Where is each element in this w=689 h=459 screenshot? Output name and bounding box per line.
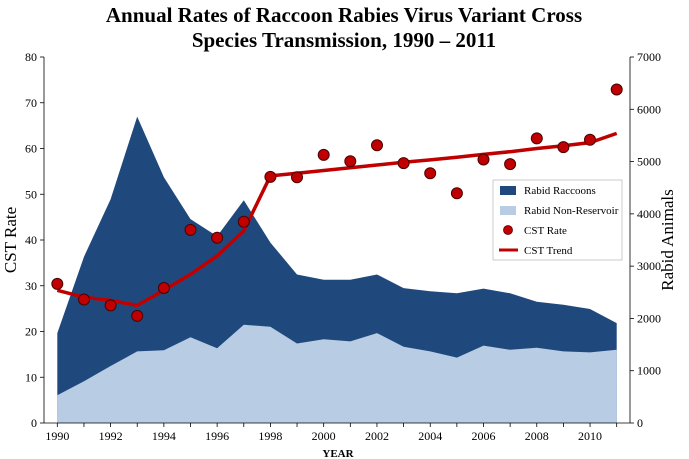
point-cst-rate-2001 [344, 155, 357, 168]
y-left-tick-label: 80 [25, 50, 37, 64]
y-axis-right-label: Rabid Animals [658, 189, 677, 291]
y-left-tick-label: 0 [31, 416, 37, 430]
y-left-tick-label: 10 [25, 370, 37, 384]
point-cst-rate-2008 [530, 132, 543, 145]
y-right-tick-label: 6000 [637, 102, 661, 116]
point-cst-rate-1995 [184, 223, 197, 236]
x-tick-label: 2000 [312, 429, 336, 443]
y-axis-left-label: CST Rate [1, 207, 20, 273]
y-left-tick-label: 60 [25, 142, 37, 156]
x-tick-label: 1994 [152, 429, 176, 443]
y-left-tick-label: 30 [25, 279, 37, 293]
x-tick-label: 2008 [525, 429, 549, 443]
point-cst-rate-1994 [157, 282, 170, 294]
y-left-tick-label: 50 [25, 187, 37, 201]
y-left-tick-label: 70 [25, 96, 37, 110]
x-tick-label: 2004 [418, 429, 442, 443]
x-axis-label: YEAR [322, 448, 354, 459]
x-tick-label: 1996 [205, 429, 229, 443]
x-tick-label: 2010 [578, 429, 602, 443]
legend-marker-cst-rate [503, 225, 513, 235]
point-cst-rate-1999 [291, 171, 303, 184]
axes: 0 10 20 30 40 50 60 70 80 0 1000 2000 3000 4000 5000 60… [25, 50, 661, 443]
point-cst-rate-2004 [424, 167, 437, 180]
point-cst-rate-1996 [211, 231, 224, 244]
point-cst-rate-2011 [610, 83, 623, 96]
y-left-tick-label: 40 [25, 233, 37, 247]
point-cst-rate-1990 [51, 277, 64, 290]
chart-title-line1: Annual Rates of Raccoon Rabies Virus Var… [106, 3, 582, 27]
y-right-tick-label: 0 [637, 416, 643, 430]
y-left-tick-label: 20 [25, 325, 37, 339]
point-cst-rate-2003 [397, 157, 410, 170]
y-right-tick-label: 1000 [637, 364, 661, 378]
point-cst-rate-2002 [371, 139, 383, 152]
x-tick-label: 1998 [258, 429, 282, 443]
x-tick-label: 2002 [365, 429, 389, 443]
legend: Rabid Raccoons Rabid Non-Reservoir CST R… [492, 179, 623, 261]
legend-swatch-rabid-non-reservoir [500, 206, 516, 215]
y-right-tick-label: 3000 [637, 259, 661, 273]
plot-area [51, 83, 623, 423]
point-cst-rate-1992 [104, 299, 117, 312]
area-rabid-non-reservoir [57, 324, 617, 423]
point-cst-rate-2010 [584, 133, 596, 146]
point-cst-rate-2005 [450, 187, 463, 200]
point-cst-rate-2000 [317, 148, 330, 161]
x-tick-label: 2006 [472, 429, 496, 443]
legend-label-cst-trend: CST Trend [524, 245, 573, 257]
legend-box [492, 179, 623, 261]
x-tick-label: 1992 [99, 429, 123, 443]
y-right-tick-label: 2000 [637, 311, 661, 325]
point-cst-rate-2007 [504, 158, 517, 171]
legend-label-rabid-raccoons: Rabid Raccoons [524, 185, 596, 197]
point-cst-rate-2009 [557, 141, 570, 154]
point-cst-rate-1993 [131, 309, 144, 322]
point-cst-rate-1991 [78, 293, 90, 306]
y-right-tick-label: 5000 [637, 155, 661, 169]
y-right-tick-label: 4000 [637, 207, 661, 221]
x-tick-label: 1990 [45, 429, 69, 443]
legend-swatch-rabid-raccoons [500, 186, 516, 195]
y-right-tick-label: 7000 [637, 50, 661, 64]
chart-title-line2: Species Transmission, 1990 – 2011 [192, 28, 496, 52]
point-cst-rate-1997 [237, 215, 250, 228]
line-cst-trend [56, 131, 618, 308]
point-cst-rate-1998 [264, 170, 277, 183]
point-cst-rate-2006 [477, 153, 490, 166]
legend-label-cst-rate: CST Rate [524, 225, 567, 237]
legend-label-rabid-non-reservoir: Rabid Non-Reservoir [524, 205, 619, 217]
